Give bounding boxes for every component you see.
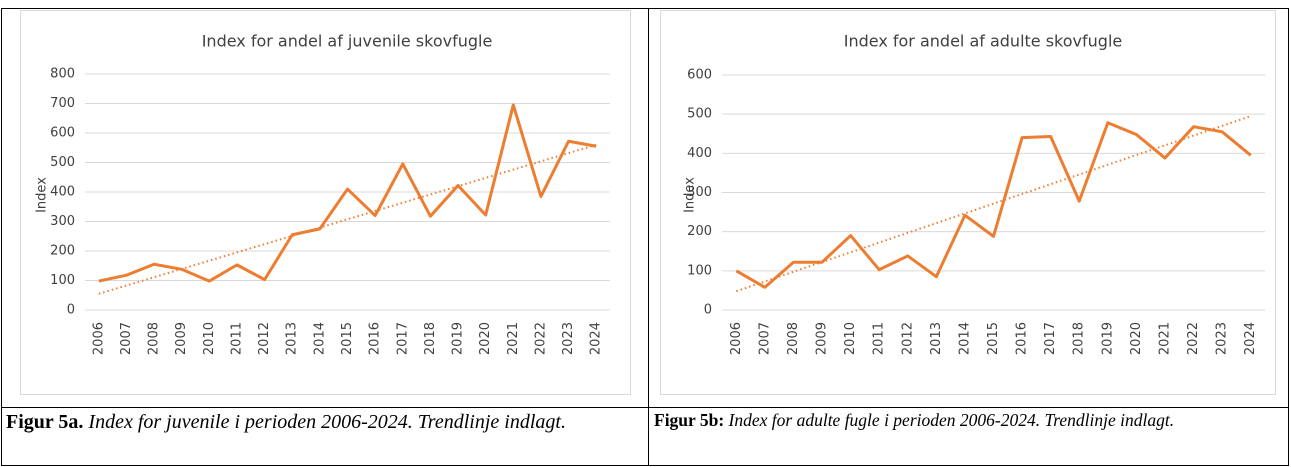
x-tick-label: 2011 xyxy=(872,322,887,355)
x-tick-label: 2017 xyxy=(395,322,410,355)
x-tick-label: 2011 xyxy=(229,322,244,355)
x-tick-label: 2012 xyxy=(900,322,915,355)
y-tick-label: 400 xyxy=(687,146,712,161)
y-tick-label: 700 xyxy=(50,96,75,111)
x-tick-label: 2020 xyxy=(1129,322,1144,355)
y-tick-label: 0 xyxy=(704,303,712,318)
x-tick-label: 2010 xyxy=(202,322,217,355)
y-tick-label: 200 xyxy=(50,244,75,259)
x-tick-label: 2021 xyxy=(506,322,521,355)
table-border xyxy=(1,8,1289,466)
x-tick-label: 2023 xyxy=(561,322,576,355)
x-tick-label: 2007 xyxy=(757,322,772,355)
x-tick-label: 2012 xyxy=(257,322,272,355)
x-tick-label: 2015 xyxy=(986,322,1001,355)
y-tick-label: 200 xyxy=(687,224,712,239)
y-tick-label: 300 xyxy=(687,185,712,200)
x-tick-label: 2018 xyxy=(1072,322,1087,355)
y-tick-label: 100 xyxy=(687,263,712,278)
x-tick-label: 2008 xyxy=(786,322,801,355)
trendline xyxy=(735,115,1252,293)
caption-text: Index for adulte fugle i perioden 2006-2… xyxy=(728,410,1175,430)
x-tick-label: 2019 xyxy=(1100,322,1115,355)
x-tick-label: 2023 xyxy=(1215,322,1230,355)
x-tick-label: 2024 xyxy=(589,322,604,355)
x-tick-label: 2013 xyxy=(285,322,300,355)
x-tick-label: 2017 xyxy=(1043,322,1058,355)
y-axis-label: Index xyxy=(35,177,50,213)
y-tick-label: 400 xyxy=(50,185,75,200)
y-tick-label: 600 xyxy=(687,68,712,83)
y-tick-label: 600 xyxy=(50,126,75,141)
y-tick-label: 300 xyxy=(50,214,75,229)
y-axis-label: Index xyxy=(683,177,698,213)
x-tick-label: 2008 xyxy=(147,322,162,355)
caption-label: Figur 5b: xyxy=(654,410,725,430)
caption-label: Figur 5a. xyxy=(6,411,84,433)
x-tick-label: 2014 xyxy=(312,322,327,355)
x-tick-label: 2009 xyxy=(174,322,189,355)
x-tick-label: 2018 xyxy=(423,322,438,355)
caption: Figur 5b: Index for adulte fugle i perio… xyxy=(654,410,1254,431)
caption: Figur 5a. Index for juvenile i perioden … xyxy=(6,410,636,434)
y-tick-label: 500 xyxy=(50,155,75,170)
x-tick-label: 2016 xyxy=(368,322,383,355)
x-tick-label: 2022 xyxy=(1186,322,1201,355)
x-tick-label: 2022 xyxy=(533,322,548,355)
x-tick-label: 2006 xyxy=(91,322,106,355)
x-tick-label: 2007 xyxy=(119,322,134,355)
chart-title: Index for andel af juvenile skovfugle xyxy=(202,32,493,51)
x-tick-label: 2010 xyxy=(843,322,858,355)
caption-text: Index for juvenile i perioden 2006-2024.… xyxy=(88,411,566,433)
x-tick-label: 2016 xyxy=(1015,322,1030,355)
x-tick-label: 2009 xyxy=(815,322,830,355)
chart-title: Index for andel af adulte skovfugle xyxy=(844,32,1122,51)
x-tick-label: 2021 xyxy=(1157,322,1172,355)
trendline xyxy=(98,143,597,295)
y-tick-label: 500 xyxy=(687,107,712,122)
x-tick-label: 2020 xyxy=(478,322,493,355)
y-tick-label: 0 xyxy=(67,303,75,318)
x-tick-label: 2014 xyxy=(957,322,972,355)
x-tick-label: 2024 xyxy=(1243,322,1258,355)
x-tick-label: 2006 xyxy=(729,322,744,355)
x-tick-label: 2015 xyxy=(340,322,355,355)
x-tick-label: 2013 xyxy=(929,322,944,355)
y-tick-label: 100 xyxy=(50,273,75,288)
x-tick-label: 2019 xyxy=(451,322,466,355)
y-tick-label: 800 xyxy=(50,67,75,82)
